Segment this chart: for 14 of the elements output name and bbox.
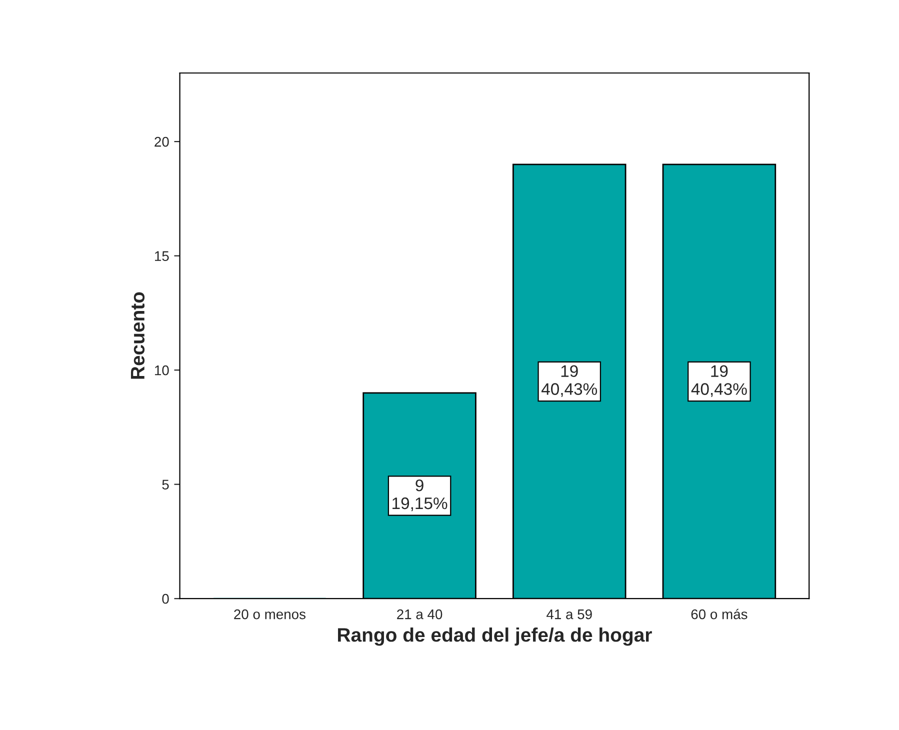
y-axis-title: Recuento bbox=[130, 292, 145, 379]
x-tick-label: 21 a 40 bbox=[397, 609, 442, 620]
y-tick-label: 0 bbox=[162, 594, 169, 604]
data-label: 9 19,15% bbox=[392, 479, 448, 512]
y-tick-label: 5 bbox=[162, 480, 169, 490]
data-label: 19 40,43% bbox=[541, 365, 598, 397]
x-tick-label: 60 o más bbox=[691, 608, 748, 620]
y-tick-label: 20 bbox=[154, 136, 169, 147]
y-tick-label: 15 bbox=[154, 251, 169, 261]
data-label: 19 40,43% bbox=[691, 365, 747, 397]
x-tick-label: 20 o menos bbox=[234, 609, 306, 620]
x-tick-label: 41 a 59 bbox=[546, 609, 592, 620]
x-axis-title: Rango de edad del jefe/a de hogar bbox=[338, 628, 652, 646]
y-tick-label: 10 bbox=[154, 365, 169, 376]
